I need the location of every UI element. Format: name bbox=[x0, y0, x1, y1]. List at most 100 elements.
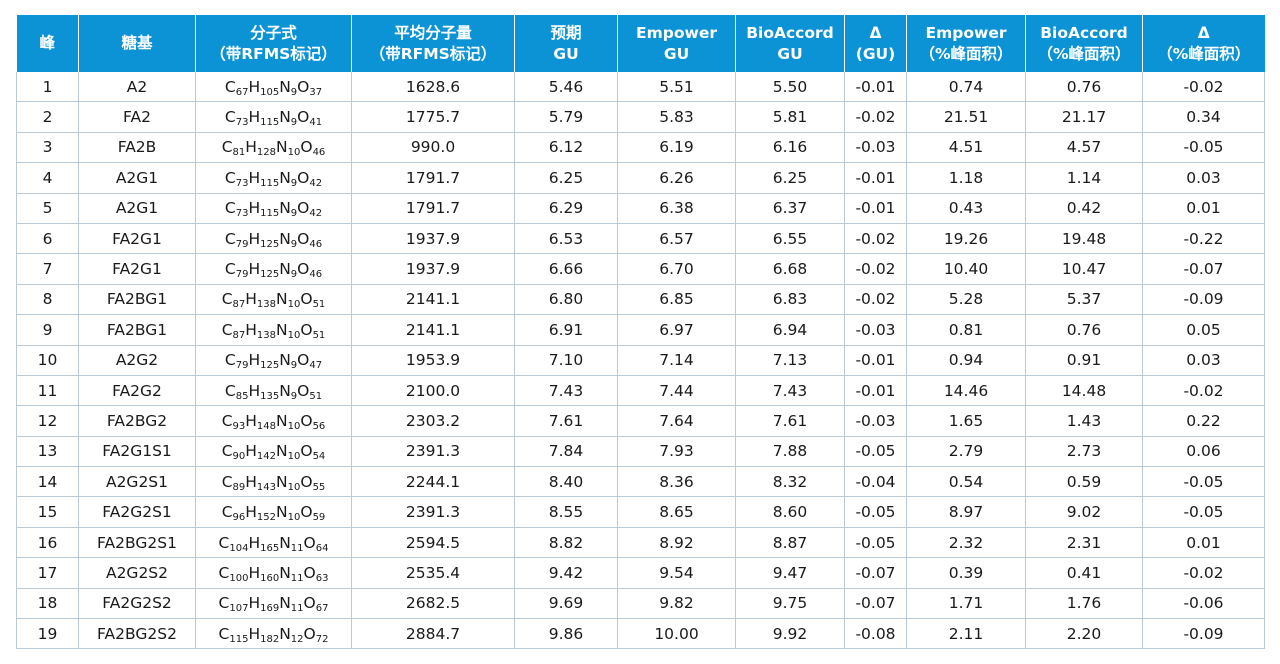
formula-cell: C85H135N9O51 bbox=[195, 375, 352, 407]
formula-element: O bbox=[300, 138, 313, 157]
formula-cell: C73H115N9O41 bbox=[195, 101, 352, 133]
formula-element: N bbox=[276, 472, 288, 491]
delta-area-cell: -0.02 bbox=[1142, 72, 1265, 103]
delta-area-cell: 0.03 bbox=[1142, 345, 1265, 376]
formula-element: O bbox=[297, 229, 310, 248]
bioaccord-gu-cell: 7.88 bbox=[735, 436, 845, 468]
mw-cell: 1791.7 bbox=[351, 193, 515, 224]
mw-cell: 2682.5 bbox=[351, 588, 515, 620]
formula-element: C bbox=[224, 260, 236, 279]
formula-count: 11 bbox=[290, 572, 304, 584]
formula-element: N bbox=[276, 503, 288, 522]
header-empower-gu-line1: Empower bbox=[636, 23, 717, 42]
peak-cell: 4 bbox=[16, 162, 79, 194]
formula-element: N bbox=[276, 320, 288, 339]
formula-count: 89 bbox=[232, 481, 246, 493]
formula-element: O bbox=[297, 351, 310, 370]
formula-element: N bbox=[276, 138, 288, 157]
glycan-results-table: 峰糖基 分子式 （带RFMS标记） 平均分子量 （带RFMS标记） 预期 GU Empower… bbox=[16, 15, 1265, 650]
formula-count: 11 bbox=[290, 603, 304, 615]
delta-area-cell: 0.01 bbox=[1142, 193, 1265, 224]
expected-gu-cell: 6.53 bbox=[514, 223, 618, 255]
mw-cell: 2391.3 bbox=[351, 496, 515, 528]
formula-element: H bbox=[245, 290, 257, 309]
mw-cell: 2244.1 bbox=[351, 466, 515, 498]
formula-element: N bbox=[279, 168, 291, 187]
header-delta-area-line1: Δ bbox=[1197, 23, 1210, 42]
formula-cell: C93H148N10O56 bbox=[195, 405, 352, 437]
bioaccord-gu-cell: 9.92 bbox=[735, 618, 845, 650]
formula-count: 73 bbox=[235, 117, 249, 129]
expected-gu-cell: 7.61 bbox=[514, 405, 618, 437]
peak-cell: 3 bbox=[16, 132, 79, 164]
formula-count: 9 bbox=[290, 238, 298, 250]
formula-count: 55 bbox=[312, 481, 326, 493]
table-row: 16 FA2BG2S1 C104H165N11O64 2594.5 8.82 8.92 8.… bbox=[16, 527, 1265, 559]
formula-element: N bbox=[276, 290, 288, 309]
header-mw-line1: 平均分子量 bbox=[394, 23, 472, 42]
formula-count: 56 bbox=[312, 420, 326, 432]
formula-count: 63 bbox=[315, 572, 329, 584]
header-bioaccord-area-line2: （%峰面积） bbox=[1037, 44, 1131, 63]
formula-element: C bbox=[221, 442, 233, 461]
formula-element: O bbox=[297, 260, 310, 279]
formula-count: 10 bbox=[287, 451, 301, 463]
bioaccord-gu-cell: 6.16 bbox=[735, 132, 845, 164]
formula-element: O bbox=[297, 199, 310, 218]
bioaccord-gu-cell: 7.13 bbox=[735, 345, 845, 376]
peak-cell: 14 bbox=[16, 466, 79, 498]
empower-gu-cell: 6.70 bbox=[617, 253, 736, 285]
formula-element: O bbox=[303, 533, 316, 552]
expected-gu-cell: 6.66 bbox=[514, 253, 618, 285]
formula-cell: C107H169N11O67 bbox=[195, 588, 352, 620]
delta-area-cell: -0.02 bbox=[1142, 557, 1265, 589]
formula-element: C bbox=[224, 229, 236, 248]
formula-count: 79 bbox=[235, 238, 249, 250]
table-row: 7 FA2G1 C79H125N9O46 1937.9 6.66 6.70 6.68 -0.0… bbox=[16, 253, 1265, 285]
mw-cell: 2141.1 bbox=[351, 314, 515, 346]
formula-element: C bbox=[221, 503, 233, 522]
table-row: 14 A2G2S1 C89H143N10O55 2244.1 8.40 8.36 8.32-… bbox=[16, 466, 1265, 498]
formula-cell: C87H138N10O51 bbox=[195, 314, 352, 346]
empower-area-cell: 2.79 bbox=[906, 436, 1026, 468]
header-bioaccord-gu-line1: BioAccord bbox=[746, 23, 834, 42]
glycan-cell: A2 bbox=[78, 72, 196, 103]
formula-count: 125 bbox=[260, 360, 280, 372]
expected-gu-cell: 6.29 bbox=[514, 193, 618, 224]
formula-element: N bbox=[276, 442, 288, 461]
formula-count: 138 bbox=[256, 299, 277, 311]
delta-gu-cell: -0.02 bbox=[844, 223, 907, 255]
glycan-cell: FA2G1 bbox=[78, 223, 196, 255]
formula-element: O bbox=[300, 411, 313, 430]
header-expected-gu: 预期 GU bbox=[514, 15, 618, 72]
empower-area-cell: 0.43 bbox=[906, 193, 1026, 224]
formula-element: N bbox=[276, 411, 288, 430]
table-row: 18 FA2G2S2 C107H169N11O67 2682.5 9.69 9.82 9.7… bbox=[16, 588, 1265, 620]
formula-count: 85 bbox=[235, 390, 249, 402]
formula-element: C bbox=[218, 533, 230, 552]
peak-cell: 16 bbox=[16, 527, 79, 559]
header-empower-area: Empower （%峰面积） bbox=[906, 15, 1026, 72]
header-mw: 平均分子量 （带RFMS标记） bbox=[351, 15, 515, 72]
formula-count: 115 bbox=[260, 208, 280, 220]
mw-cell: 1791.7 bbox=[351, 162, 515, 194]
expected-gu-cell: 7.84 bbox=[514, 436, 618, 468]
formula-element: H bbox=[245, 138, 257, 157]
formula-count: 51 bbox=[309, 390, 323, 402]
mw-cell: 2141.1 bbox=[351, 284, 515, 316]
bioaccord-gu-cell: 5.81 bbox=[735, 101, 845, 133]
empower-gu-cell: 9.82 bbox=[617, 588, 736, 620]
empower-area-cell: 0.94 bbox=[906, 345, 1026, 376]
formula-element: H bbox=[248, 199, 261, 218]
formula-element: N bbox=[279, 108, 291, 127]
empower-area-cell: 1.65 bbox=[906, 405, 1026, 437]
formula-count: 9 bbox=[290, 269, 298, 281]
peak-cell: 9 bbox=[16, 314, 79, 346]
header-delta-area-line2: （%峰面积） bbox=[1157, 44, 1251, 63]
mw-cell: 2100.0 bbox=[351, 375, 515, 407]
empower-gu-cell: 6.97 bbox=[617, 314, 736, 346]
formula-count: 128 bbox=[256, 147, 277, 159]
formula-cell: C67H105N9O37 bbox=[195, 72, 352, 103]
header-formula: 分子式 （带RFMS标记） bbox=[195, 15, 352, 72]
empower-area-cell: 1.18 bbox=[906, 162, 1026, 194]
